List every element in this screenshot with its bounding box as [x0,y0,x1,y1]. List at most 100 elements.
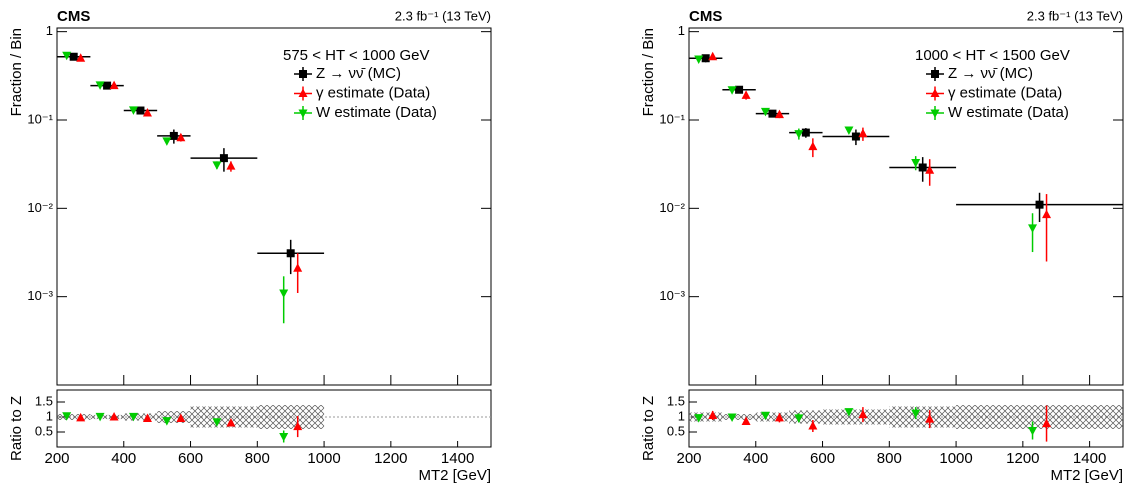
legend-label: Z → νν̄ (MC) [316,65,401,82]
ratio-uncertainty-band [123,413,158,421]
y-tick-label: 10⁻¹ [659,111,685,126]
legend-title: 575 < HT < 1000 GeV [283,47,430,64]
ratio-y-tick-label: 1 [46,408,53,423]
marker [286,249,295,258]
marker [768,109,777,118]
marker [176,132,186,142]
ratio-uncertainty-band [889,406,957,428]
ratio-y-tick-label: 1 [678,408,685,423]
x-tick-label: 1400 [1073,450,1106,467]
ratio-y-tick-label: 1.5 [667,393,685,408]
ratio-uncertainty-band [822,409,890,425]
experiment-label: CMS [689,8,722,25]
ratio-marker [708,410,718,419]
marker [76,53,86,62]
legend-marker [930,88,940,97]
y-tick-label: 1 [46,23,53,38]
experiment-label: CMS [57,8,90,25]
ratio-y-tick-label: 0.5 [35,423,53,438]
ratio-marker [212,418,222,427]
x-tick-label: 1200 [374,450,407,467]
legend-label: γ estimate (Data) [316,84,430,101]
ratio-y-axis-label: Ratio to Z [640,396,657,461]
ratio-y-tick-label: 0.5 [667,423,685,438]
ratio-uncertainty-band [157,411,191,423]
marker [103,81,112,90]
x-tick-label: 1000 [307,450,340,467]
ratio-marker [774,412,784,422]
ratio-marker [293,421,303,431]
x-tick-label: 1000 [939,450,972,467]
lumi-label: 2.3 fb⁻¹ (13 TeV) [395,8,491,23]
x-tick-label: 1400 [441,450,474,467]
x-tick-label: 200 [676,450,701,467]
marker [162,137,172,146]
marker [701,54,710,63]
ratio-marker [858,409,868,419]
ratio-marker [226,418,236,427]
ratio-uncertainty-band [789,410,823,424]
legend-label: W estimate (Data) [948,104,1069,121]
ratio-uncertainty-band [956,405,1123,429]
y-axis-label: Fraction / Bin [640,28,657,116]
marker [801,128,810,137]
marker [858,128,868,138]
ratio-marker [1042,418,1052,428]
marker [794,130,804,139]
marker [911,159,921,168]
ratio-marker [727,413,737,422]
x-tick-label: 800 [245,450,270,467]
marker [1028,224,1038,233]
marker [808,141,818,151]
ratio-marker [760,411,770,421]
ratio-marker [76,412,86,422]
plot-frame [688,27,1124,386]
marker [212,161,222,170]
ratio-marker [1028,427,1038,436]
ratio-marker [142,413,152,422]
y-tick-label: 10⁻² [27,200,53,215]
ratio-marker [279,433,289,442]
ratio-y-axis-label: Ratio to Z [8,396,25,461]
marker [741,90,751,99]
legend-title: 1000 < HT < 1500 GeV [915,47,1070,64]
ratio-marker [128,412,138,422]
ratio-marker [808,421,818,430]
marker [1035,200,1044,209]
marker [142,107,152,117]
x-tick-label: 600 [810,450,835,467]
ratio-y-tick-label: 1.5 [35,393,53,408]
marker [279,289,289,299]
marker [1042,209,1052,219]
ratio-marker [162,417,172,426]
marker [128,106,138,115]
legend-marker [298,88,308,97]
y-tick-label: 10⁻³ [659,288,685,303]
x-tick-label: 400 [743,450,768,467]
lumi-label: 2.3 fb⁻¹ (13 TeV) [1027,8,1123,23]
x-tick-label: 800 [877,450,902,467]
ratio-marker [844,408,854,417]
ratio-marker [925,414,935,423]
marker [694,55,704,65]
y-tick-label: 10⁻¹ [27,111,53,126]
marker [925,165,935,174]
y-axis-label: Fraction / Bin [8,28,25,116]
ratio-marker [62,412,72,421]
marker [109,80,119,90]
marker [293,263,303,272]
marker [918,163,927,172]
x-tick-label: 1200 [1006,450,1039,467]
x-tick-label: 200 [44,450,69,467]
legend-marker [931,70,939,78]
marker [727,86,737,95]
marker [136,106,145,115]
ratio-uncertainty-band [755,412,790,422]
y-tick-label: 10⁻² [659,200,685,215]
y-tick-label: 10⁻³ [27,288,53,303]
legend-label: γ estimate (Data) [948,84,1062,101]
ratio-marker [794,414,804,423]
ratio-marker [694,414,704,423]
ratio-uncertainty-band [689,412,723,422]
